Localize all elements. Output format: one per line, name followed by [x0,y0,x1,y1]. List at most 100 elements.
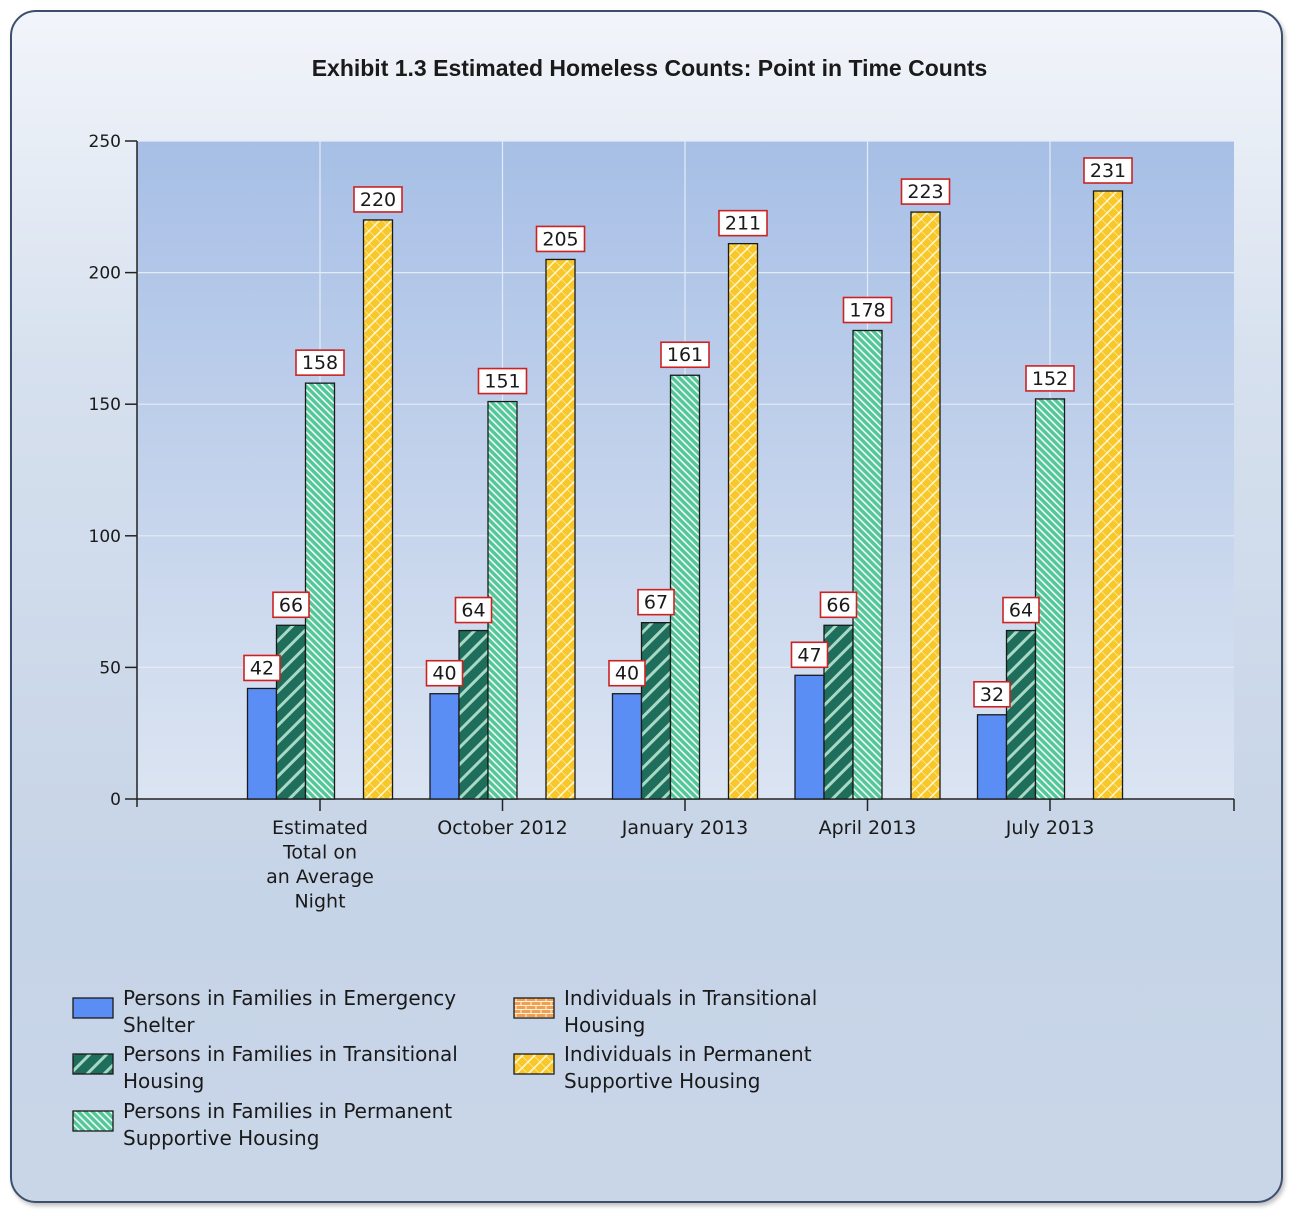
legend-swatch [513,1053,555,1075]
data-label-box [454,596,493,624]
x-tick-label: January 2013 [621,817,748,839]
data-label-text: 40 [615,663,639,685]
x-tick-label: April 2013 [819,817,917,839]
data-label-box [353,186,403,213]
legend-label-line: Individuals in Permanent [564,1042,812,1066]
x-tick-label: Estimated [272,817,368,839]
y-tick-label: 150 [89,395,121,415]
legend-swatch [513,997,555,1019]
data-label-box [900,178,951,205]
data-label-box [819,591,858,619]
data-label: 158 [295,349,345,376]
data-label: 152 [1025,365,1075,392]
bar [275,624,307,800]
legend-swatch-fill [72,997,114,1019]
bar [727,242,759,800]
bar [362,219,394,800]
bar [458,629,489,800]
data-label: 42 [243,654,281,682]
data-label: 64 [454,596,493,624]
bar [429,693,460,800]
x-tick-label: an Average [266,866,374,888]
data-label: 205 [535,225,586,253]
x-tick-label: Night [294,891,345,913]
legend-label-line: Shelter [123,1013,195,1037]
y-tick-label: 100 [89,527,121,547]
bar [852,329,883,800]
data-label-text: 64 [461,600,485,622]
data-label: 161 [660,341,710,369]
data-label: 66 [819,591,858,619]
bar [1034,398,1066,800]
legend-swatch-fill [513,1053,555,1075]
bar [669,374,701,800]
data-label: 220 [353,186,403,213]
data-label-text: 158 [302,352,338,374]
legend-label: Persons in Families in Transitional Housi… [123,1041,493,1095]
legend-label: Individuals in Transitional Housing [564,985,934,1039]
y-tick-label: 0 [110,790,121,810]
data-label: 231 [1083,157,1133,184]
data-label: 32 [973,680,1011,708]
data-label-box [790,641,829,669]
bar [910,211,941,800]
data-label-box [1002,596,1040,624]
x-tick-label: Total on [282,842,357,864]
data-label-text: 67 [644,592,668,614]
legend-label: Persons in Families in Emergency Shelter [123,985,493,1039]
x-tick-label: July 2013 [1005,817,1095,839]
data-label: 40 [608,659,646,687]
data-label-text: 205 [542,228,578,250]
data-label-box [272,591,310,619]
legend-label-line: Supportive Housing [564,1069,761,1093]
data-label: 47 [790,641,829,669]
data-label-text: 223 [907,181,943,203]
data-label-box [660,341,710,369]
legend-label-line: Housing [123,1069,205,1093]
data-label-box [637,588,675,616]
data-label-text: 32 [980,684,1004,706]
data-label-text: 178 [849,300,885,322]
legend-label-line: Persons in Families in Permanent [123,1099,453,1123]
bar [304,382,336,800]
legend-label-line: Supportive Housing [123,1126,320,1150]
data-label-text: 161 [667,344,703,366]
data-label-text: 66 [826,594,850,616]
bar [640,622,672,800]
data-label-box [608,659,646,687]
bar [1005,629,1037,800]
data-label-text: 42 [250,657,274,679]
bar [1092,190,1124,800]
data-label-text: 64 [1009,600,1033,622]
data-label-box [425,659,464,687]
data-label: 211 [718,209,768,237]
y-tick-label: 250 [89,132,121,152]
data-label-text: 47 [797,644,821,666]
legend-label-line: Persons in Families in Transitional [123,1042,458,1066]
data-label-text: 66 [279,594,303,616]
data-label-box [842,296,893,324]
legend-swatch [72,1053,114,1075]
legend: Persons in Families in Emergency Shelter P… [72,985,892,1155]
data-label-text: 220 [360,189,396,211]
legend-label-line: Persons in Families in Emergency [123,986,457,1010]
data-label-text: 231 [1090,160,1126,182]
bar [611,693,643,800]
data-label-box [1083,157,1133,184]
data-label-box [477,367,528,395]
data-label-box [973,680,1011,708]
y-tick-label: 200 [89,264,121,284]
data-label: 40 [425,659,464,687]
bar [246,687,278,800]
data-label-text: 152 [1032,368,1068,390]
legend-swatch-fill [513,997,555,1019]
y-tick-label: 50 [99,658,121,678]
legend-swatch-fill [72,1110,114,1132]
bar [545,258,576,800]
chart-title: Exhibit 1.3 Estimated Homeless Counts: P… [311,55,988,81]
x-tick-label: October 2012 [437,817,567,839]
legend-label: Individuals in Permanent Supportive Housi… [564,1041,934,1095]
data-label: 178 [842,296,893,324]
data-label-text: 40 [432,663,456,685]
